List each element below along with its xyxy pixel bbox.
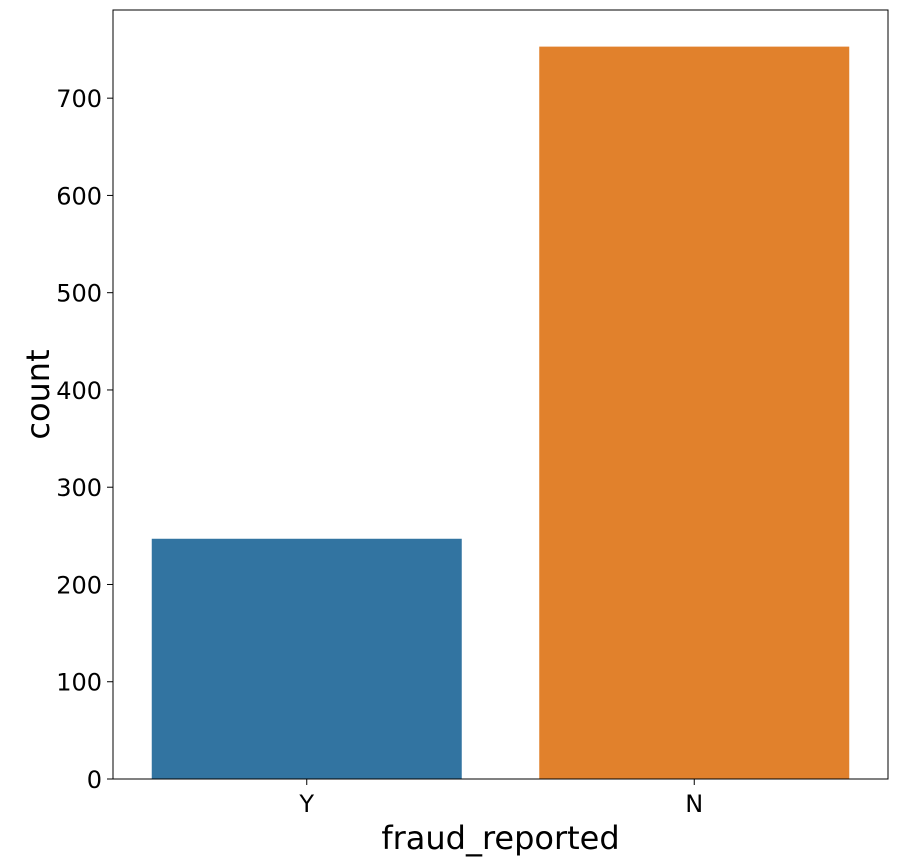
- x-tick-label: N: [685, 790, 703, 818]
- x-axis-label: fraud_reported: [381, 819, 619, 857]
- y-tick-label: 600: [56, 182, 102, 210]
- bars: [151, 46, 850, 780]
- y-axis-ticks: 0 100 200 300 400 500 600 700: [56, 85, 113, 794]
- y-tick-label: 200: [56, 571, 102, 599]
- bar-y: [151, 538, 462, 779]
- y-tick-label: 500: [56, 280, 102, 308]
- y-tick-label: 400: [56, 377, 102, 405]
- y-tick-label: 0: [87, 766, 102, 794]
- plot-frame: [112, 9, 889, 780]
- y-axis-label: count: [19, 349, 57, 439]
- y-tick-label: 300: [56, 474, 102, 502]
- x-tick-label: Y: [298, 790, 314, 818]
- y-tick-label: 700: [56, 85, 102, 113]
- bar-n: [539, 46, 850, 780]
- y-tick-label: 100: [56, 669, 102, 697]
